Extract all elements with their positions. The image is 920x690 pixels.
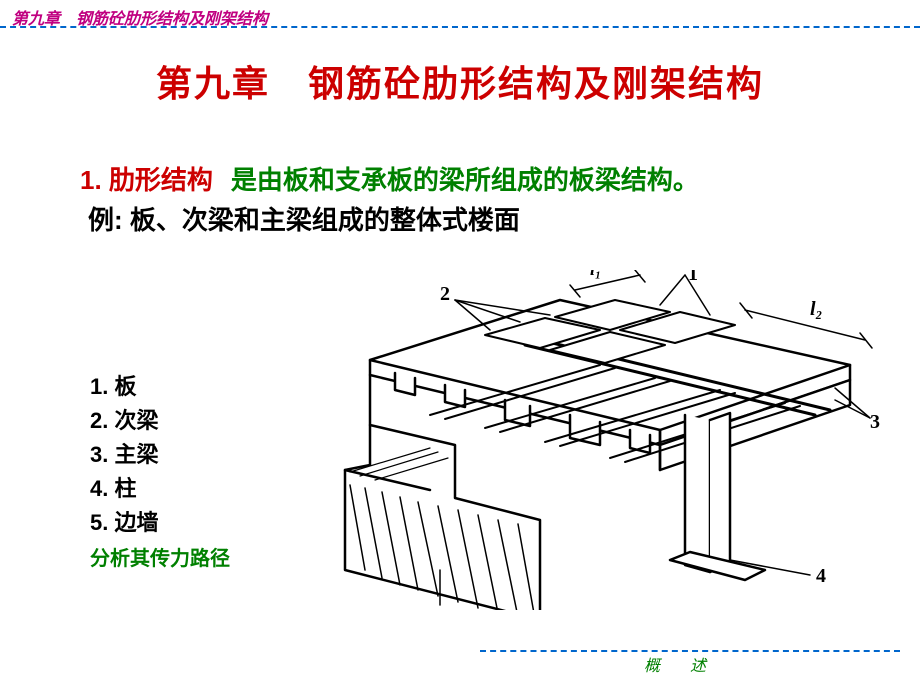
dimension-l1: l₁ [590,270,601,279]
header-divider [0,26,920,28]
analysis-note: 分析其传力路径 [90,544,230,575]
section-description: 是由板和支承板的梁所组成的板梁结构。 [231,166,699,195]
diagram-label-5: 5 [435,608,445,610]
ribbed-floor-svg: 1 2 3 4 5 l₁ l₂ [290,270,880,610]
structure-diagram: 1 2 3 4 5 l₁ l₂ [290,270,880,610]
footer-label: 概述 [480,652,900,676]
chapter-title: 第九章 钢筋砼肋形结构及刚架结构 [0,55,920,107]
diagram-label-4: 4 [816,565,826,587]
legend-item-5: 5. 边墙 [90,506,230,540]
section-heading: 1. 肋形结构 是由板和支承板的梁所组成的板梁结构。 [80,160,699,197]
legend-item-4: 4. 柱 [90,472,230,506]
diagram-label-2: 2 [440,283,450,305]
section-number: 1. 肋形结构 [80,165,213,195]
diagram-legend: 1. 板 2. 次梁 3. 主梁 4. 柱 5. 边墙 分析其传力路径 [90,370,230,575]
dimension-l2: l₂ [810,298,823,320]
legend-item-1: 1. 板 [90,370,230,404]
diagram-label-1: 1 [688,270,698,285]
legend-item-3: 3. 主梁 [90,438,230,472]
example-text: 例: 板、次梁和主梁组成的整体式楼面 [88,200,520,237]
diagram-label-3: 3 [870,411,880,433]
legend-item-2: 2. 次梁 [90,404,230,438]
